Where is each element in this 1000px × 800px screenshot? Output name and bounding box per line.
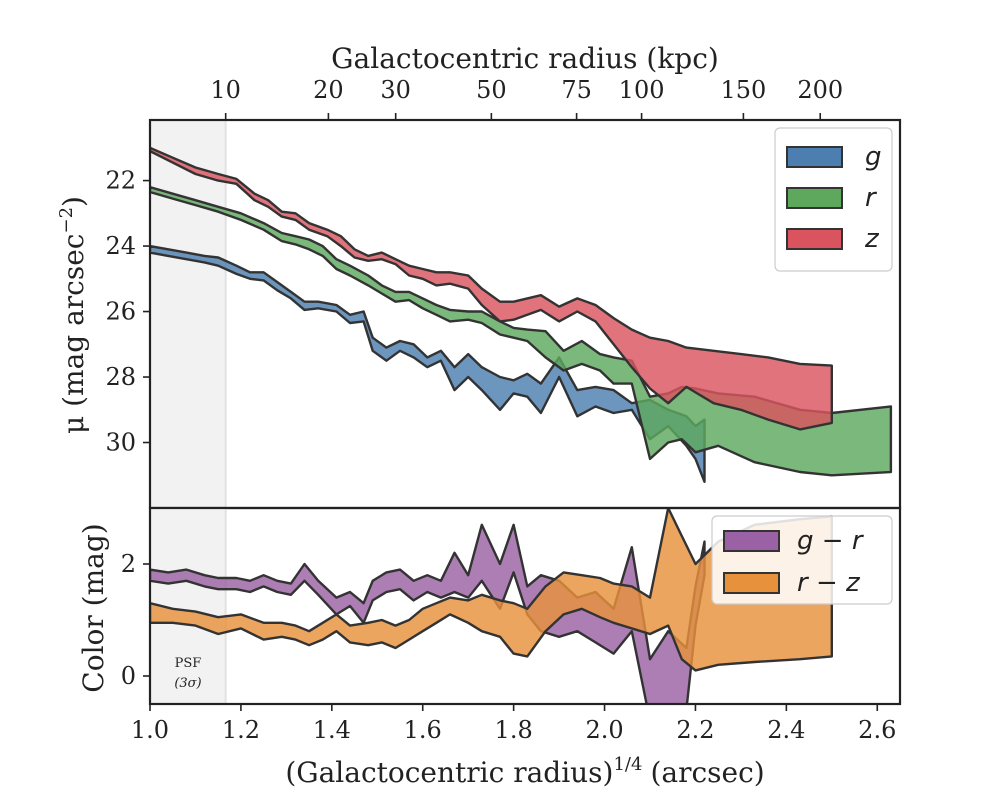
legend-swatch-z [786,228,843,250]
x-axis-label-exponent: 1/4 [613,754,642,775]
x-tick-label: 1.2 [222,716,260,744]
x-tick-label: 2.0 [585,716,623,744]
x-tick-label: 1.8 [495,716,533,744]
top-ytick-label: 28 [105,363,136,391]
top-x-tick-label: 150 [721,76,767,104]
x-tick-label: 2.2 [676,716,714,744]
x-tick-label: 2.6 [858,716,896,744]
top-bands [150,146,893,483]
x-tick-label: 1.4 [313,716,351,744]
legend-label-r: r [865,183,878,213]
top-band-z [150,146,833,431]
psf-label: PSF [175,656,202,671]
x-tick-label: 2.4 [767,716,805,744]
bottom-y-axis-label: Color (mag) [77,523,110,692]
bottom-ytick-label: 0 [121,662,136,690]
color-profile-panel: 0 2 g − r r − z 1.0 1.2 1.4 1.6 1.8 2.0 2.2 2.4 2.6 P… [121,506,902,744]
legend-label-rz: r − z [797,568,861,598]
legend-swatch-r [786,187,843,209]
axes-labels: Galactocentric radius (kpc) (Galactocent… [56,42,765,789]
x-tick-label: 1.0 [131,716,169,744]
x-tick-label: 1.6 [404,716,442,744]
bottom-ytick-label: 2 [121,550,136,578]
top-band-g [150,244,706,483]
x-axis-label: (Galactocentric radius)1/4 (arcsec) [285,754,764,789]
top-y-axis-label: μ (mag arcsec−2) [56,196,90,434]
bottom-frame [148,506,902,706]
legend-swatch-rz [723,572,780,594]
top-x-tick-label: 100 [619,76,665,104]
top-x-tick-label: 50 [476,76,507,104]
bottom-legend: g − r r − z [711,515,893,605]
bottom-band-rz [150,508,833,672]
top-x-tick-label: 75 [561,76,592,104]
top-band-r [150,185,893,477]
top-ytick-label: 22 [105,167,136,195]
legend-swatch-gr [723,530,780,552]
top-ytick-label: 24 [105,232,136,260]
top-x-tick-label: 10 [210,76,241,104]
legend-label-gr: g − r [797,526,865,556]
top-x-tick-label: 200 [797,76,843,104]
legend-label-z: z [864,224,880,254]
legend-swatch-g [786,146,843,168]
legend-label-g: g [865,142,882,172]
top-ytick-label: 26 [105,298,136,326]
psf-label-sigma: (3σ) [174,676,201,691]
top-legend: grz [774,127,893,272]
top-axis-label: Galactocentric radius (kpc) [331,42,719,75]
top-psf-region [150,120,226,508]
top-x-tick-label: 20 [313,76,344,104]
top-x-tick-label: 30 [380,76,411,104]
surface-brightness-panel: 22 24 26 28 30 grz 10 20 30 50 75 100 150 200 [105,76,902,510]
top-ytick-label: 30 [105,429,136,457]
bottom-bands [150,508,833,704]
